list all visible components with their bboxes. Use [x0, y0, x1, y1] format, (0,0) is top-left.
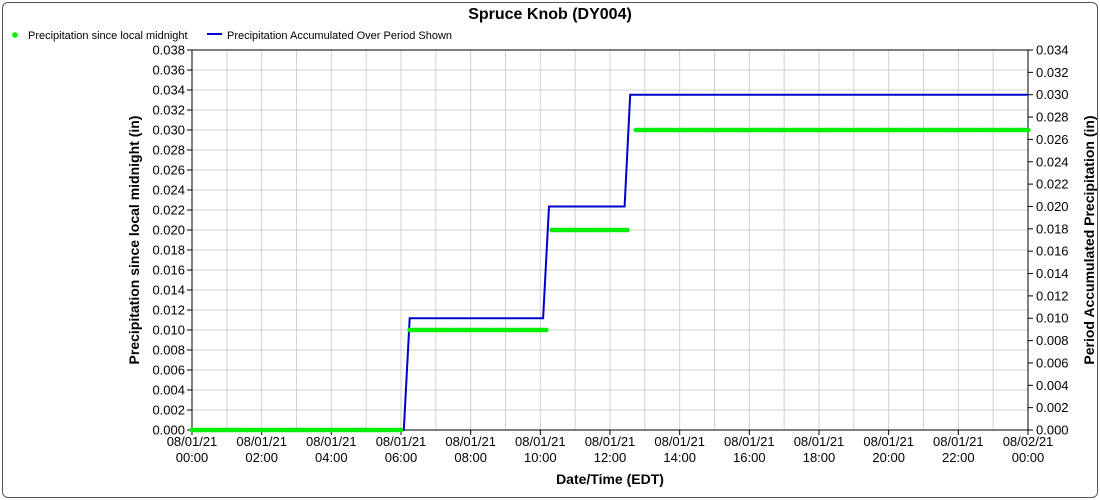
y-right-tick-label: 0.026	[1036, 132, 1069, 147]
y-right-tick-label: 0.014	[1036, 266, 1069, 281]
y-axis-right-title: Period Accumulated Precipitation (in)	[1081, 115, 1097, 364]
data-point	[1025, 127, 1031, 133]
x-axis-title: Date/Time (EDT)	[556, 471, 664, 487]
accumulated-line	[192, 93, 1028, 431]
series-since-midnight	[189, 127, 1031, 433]
x-tick-label: 14:00	[663, 450, 696, 465]
x-tick-label: 08/01/21	[306, 434, 357, 449]
y-left-tick-label: 0.022	[152, 203, 185, 218]
y-left-tick-label: 0.010	[152, 323, 185, 338]
x-tick-label: 00:00	[1012, 450, 1045, 465]
y-right-tick-label: 0.010	[1036, 311, 1069, 326]
legend: Precipitation since local midnight Preci…	[12, 30, 452, 42]
y-right-tick-label: 0.012	[1036, 288, 1069, 303]
y-left-tick-label: 0.002	[152, 403, 185, 418]
y-right-tick-label: 0.008	[1036, 333, 1069, 348]
legend-label: Precipitation Accumulated Over Period Sh…	[227, 30, 452, 42]
x-tick-label: 08/01/21	[445, 434, 496, 449]
y-right-tick-label: 0.000	[1036, 423, 1069, 438]
x-tick-label: 08/02/21	[1003, 434, 1054, 449]
y-axis-right-ticks: 0.000 0.002 0.004 0.006 0.008 0.010 0.012 0.014…	[1028, 43, 1069, 438]
x-tick-label: 08/01/21	[585, 434, 636, 449]
y-left-tick-label: 0.030	[152, 123, 185, 138]
y-right-tick-label: 0.016	[1036, 244, 1069, 259]
y-left-tick-label: 0.014	[152, 283, 185, 298]
y-right-tick-label: 0.006	[1036, 355, 1069, 370]
y-right-tick-label: 0.022	[1036, 177, 1069, 192]
y-right-tick-label: 0.018	[1036, 221, 1069, 236]
y-axis-left-title: Precipitation since local midnight (in)	[126, 116, 142, 365]
y-right-tick-label: 0.002	[1036, 400, 1069, 415]
x-tick-label: 08/01/21	[933, 434, 984, 449]
y-right-tick-label: 0.030	[1036, 87, 1069, 102]
x-tick-label: 04:00	[315, 450, 348, 465]
y-axis-left-ticks: 0.000 0.002 0.004 0.006 0.008 0.010 0.012 0.014…	[152, 43, 192, 438]
y-left-tick-label: 0.024	[152, 183, 185, 198]
x-tick-label: 06:00	[385, 450, 418, 465]
x-tick-label: 22:00	[942, 450, 975, 465]
y-left-tick-label: 0.008	[152, 343, 185, 358]
x-tick-label: 00:00	[176, 450, 209, 465]
y-right-tick-label: 0.028	[1036, 110, 1069, 125]
y-left-tick-label: 0.026	[152, 163, 185, 178]
x-tick-label: 08/01/21	[863, 434, 914, 449]
y-left-tick-label: 0.016	[152, 263, 185, 278]
y-left-tick-label: 0.028	[152, 143, 185, 158]
y-left-tick-label: 0.034	[152, 83, 185, 98]
legend-marker-dots	[12, 32, 18, 38]
y-left-tick-label: 0.020	[152, 223, 185, 238]
x-tick-label: 02:00	[245, 450, 278, 465]
x-tick-label: 18:00	[803, 450, 836, 465]
x-tick-label: 16:00	[733, 450, 766, 465]
x-tick-label: 08/01/21	[236, 434, 287, 449]
x-tick-label: 08/01/21	[167, 434, 218, 449]
legend-label: Precipitation since local midnight	[28, 30, 188, 42]
y-left-tick-label: 0.004	[152, 383, 185, 398]
x-tick-label: 08/01/21	[515, 434, 566, 449]
data-point	[398, 427, 404, 433]
x-tick-label: 08/01/21	[794, 434, 845, 449]
y-left-tick-label: 0.032	[152, 103, 185, 118]
x-tick-label: 08/01/21	[724, 434, 775, 449]
y-right-tick-label: 0.032	[1036, 65, 1069, 80]
x-tick-label: 20:00	[872, 450, 905, 465]
y-left-tick-label: 0.038	[152, 43, 185, 58]
y-right-tick-label: 0.004	[1036, 378, 1069, 393]
x-tick-label: 08/01/21	[376, 434, 427, 449]
y-right-tick-label: 0.024	[1036, 154, 1069, 169]
x-tick-label: 08/01/21	[654, 434, 705, 449]
grid	[191, 49, 1029, 431]
y-left-tick-label: 0.036	[152, 63, 185, 78]
y-left-tick-label: 0.000	[152, 423, 185, 438]
y-left-tick-label: 0.012	[152, 303, 185, 318]
x-tick-label: 08:00	[454, 450, 487, 465]
y-right-tick-label: 0.020	[1036, 199, 1069, 214]
chart-title: Spruce Knob (DY004)	[468, 6, 632, 23]
x-axis-ticks: 08/01/2100:0008/01/2102:0008/01/2104:000…	[167, 430, 1054, 465]
data-point	[543, 327, 549, 333]
series-accumulated	[192, 93, 1028, 431]
y-left-tick-label: 0.018	[152, 243, 185, 258]
x-tick-label: 12:00	[594, 450, 627, 465]
y-left-tick-label: 0.006	[152, 363, 185, 378]
x-tick-label: 10:00	[524, 450, 557, 465]
data-point	[624, 227, 630, 233]
y-right-tick-label: 0.034	[1036, 43, 1069, 58]
